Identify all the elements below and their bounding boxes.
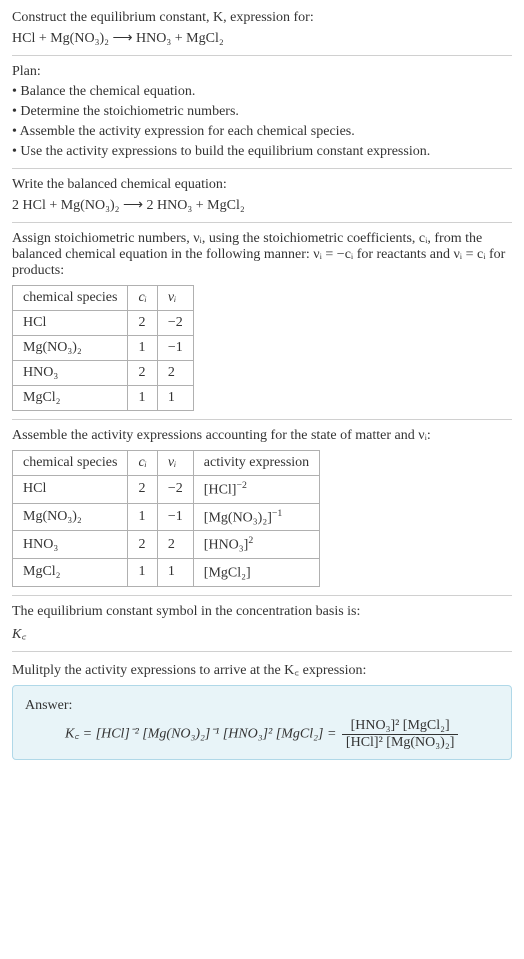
table-cell: [HNO₃]2 bbox=[193, 531, 319, 559]
table-cell: −2 bbox=[157, 476, 193, 504]
stoich-intro: Assign stoichiometric numbers, νᵢ, using… bbox=[12, 231, 512, 279]
table-cell: 2 bbox=[128, 311, 157, 336]
answer-lhs: K꜀ = [HCl]⁻² [Mg(NO₃)₂]⁻¹ [HNO₃]² [MgCl₂… bbox=[65, 726, 340, 741]
table-row: HCl 2 −2 bbox=[13, 311, 194, 336]
table-row: chemical species cᵢ νᵢ activity expressi… bbox=[13, 451, 320, 476]
answer-expression: K꜀ = [HCl]⁻² [Mg(NO₃)₂]⁻¹ [HNO₃]² [MgCl₂… bbox=[25, 718, 499, 751]
table-cell: Mg(NO₃)₂ bbox=[13, 336, 128, 361]
answer-box: Answer: K꜀ = [HCl]⁻² [Mg(NO₃)₂]⁻¹ [HNO₃]… bbox=[12, 685, 512, 760]
table-cell: 1 bbox=[128, 336, 157, 361]
table-cell: MgCl₂ bbox=[13, 386, 128, 411]
table-row: HCl 2 −2 [HCl]−2 bbox=[13, 476, 320, 504]
balanced-line: Write the balanced chemical equation: bbox=[12, 177, 512, 193]
table-cell: HCl bbox=[13, 311, 128, 336]
table-cell: MgCl₂ bbox=[13, 558, 128, 586]
plan-heading: Plan: bbox=[12, 64, 512, 80]
table-cell: HCl bbox=[13, 476, 128, 504]
table-row: HNO₃ 2 2 bbox=[13, 361, 194, 386]
table-cell: −1 bbox=[157, 503, 193, 531]
divider bbox=[12, 419, 512, 420]
table-header: cᵢ bbox=[128, 451, 157, 476]
plan-item: • Determine the stoichiometric numbers. bbox=[12, 104, 512, 120]
table-header: chemical species bbox=[13, 451, 128, 476]
table-cell: Mg(NO₃)₂ bbox=[13, 503, 128, 531]
stoich-table: chemical species cᵢ νᵢ HCl 2 −2 Mg(NO₃)₂… bbox=[12, 285, 194, 411]
table-cell: 2 bbox=[128, 531, 157, 559]
answer-fraction: [HNO₃]² [MgCl₂][HCl]² [Mg(NO₃)₂] bbox=[342, 718, 458, 751]
intro-line: Construct the equilibrium constant, K, e… bbox=[12, 10, 512, 26]
divider bbox=[12, 168, 512, 169]
table-cell: −1 bbox=[157, 336, 193, 361]
multiply-line: Mulitply the activity expressions to arr… bbox=[12, 660, 512, 679]
plan-item: • Use the activity expressions to build … bbox=[12, 144, 512, 160]
divider bbox=[12, 595, 512, 596]
table-cell: 2 bbox=[157, 361, 193, 386]
table-cell: HNO₃ bbox=[13, 531, 128, 559]
table-header: cᵢ bbox=[128, 286, 157, 311]
plan-item: • Assemble the activity expression for e… bbox=[12, 124, 512, 140]
answer-label: Answer: bbox=[25, 698, 499, 714]
table-row: chemical species cᵢ νᵢ bbox=[13, 286, 194, 311]
table-row: HNO₃ 2 2 [HNO₃]2 bbox=[13, 531, 320, 559]
table-cell: 1 bbox=[157, 558, 193, 586]
table-cell: 2 bbox=[128, 476, 157, 504]
eq-symbol-line: The equilibrium constant symbol in the c… bbox=[12, 604, 512, 620]
table-header: activity expression bbox=[193, 451, 319, 476]
table-header: chemical species bbox=[13, 286, 128, 311]
divider bbox=[12, 55, 512, 56]
eq-symbol: K꜀ bbox=[12, 624, 512, 643]
table-header: νᵢ bbox=[157, 286, 193, 311]
table-cell: 1 bbox=[128, 386, 157, 411]
table-row: Mg(NO₃)₂ 1 −1 bbox=[13, 336, 194, 361]
activity-intro: Assemble the activity expressions accoun… bbox=[12, 428, 512, 444]
fraction-numerator: [HNO₃]² [MgCl₂] bbox=[342, 718, 458, 735]
divider bbox=[12, 651, 512, 652]
table-cell: [HCl]−2 bbox=[193, 476, 319, 504]
table-row: Mg(NO₃)₂ 1 −1 [Mg(NO₃)₂]−1 bbox=[13, 503, 320, 531]
fraction-denominator: [HCl]² [Mg(NO₃)₂] bbox=[342, 735, 458, 751]
activity-table: chemical species cᵢ νᵢ activity expressi… bbox=[12, 450, 320, 587]
table-cell: [Mg(NO₃)₂]−1 bbox=[193, 503, 319, 531]
table-cell: 1 bbox=[157, 386, 193, 411]
table-cell: −2 bbox=[157, 311, 193, 336]
table-row: MgCl₂ 1 1 bbox=[13, 386, 194, 411]
balanced-equation: 2 HCl + Mg(NO₃)₂ ⟶ 2 HNO₃ + MgCl₂ bbox=[12, 197, 512, 214]
table-header: νᵢ bbox=[157, 451, 193, 476]
intro-equation: HCl + Mg(NO₃)₂ ⟶ HNO₃ + MgCl₂ bbox=[12, 30, 512, 47]
table-cell: HNO₃ bbox=[13, 361, 128, 386]
table-cell: 2 bbox=[157, 531, 193, 559]
table-cell: 2 bbox=[128, 361, 157, 386]
table-cell: 1 bbox=[128, 503, 157, 531]
divider bbox=[12, 222, 512, 223]
plan-item: • Balance the chemical equation. bbox=[12, 84, 512, 100]
table-row: MgCl₂ 1 1 [MgCl₂] bbox=[13, 558, 320, 586]
table-cell: [MgCl₂] bbox=[193, 558, 319, 586]
table-cell: 1 bbox=[128, 558, 157, 586]
